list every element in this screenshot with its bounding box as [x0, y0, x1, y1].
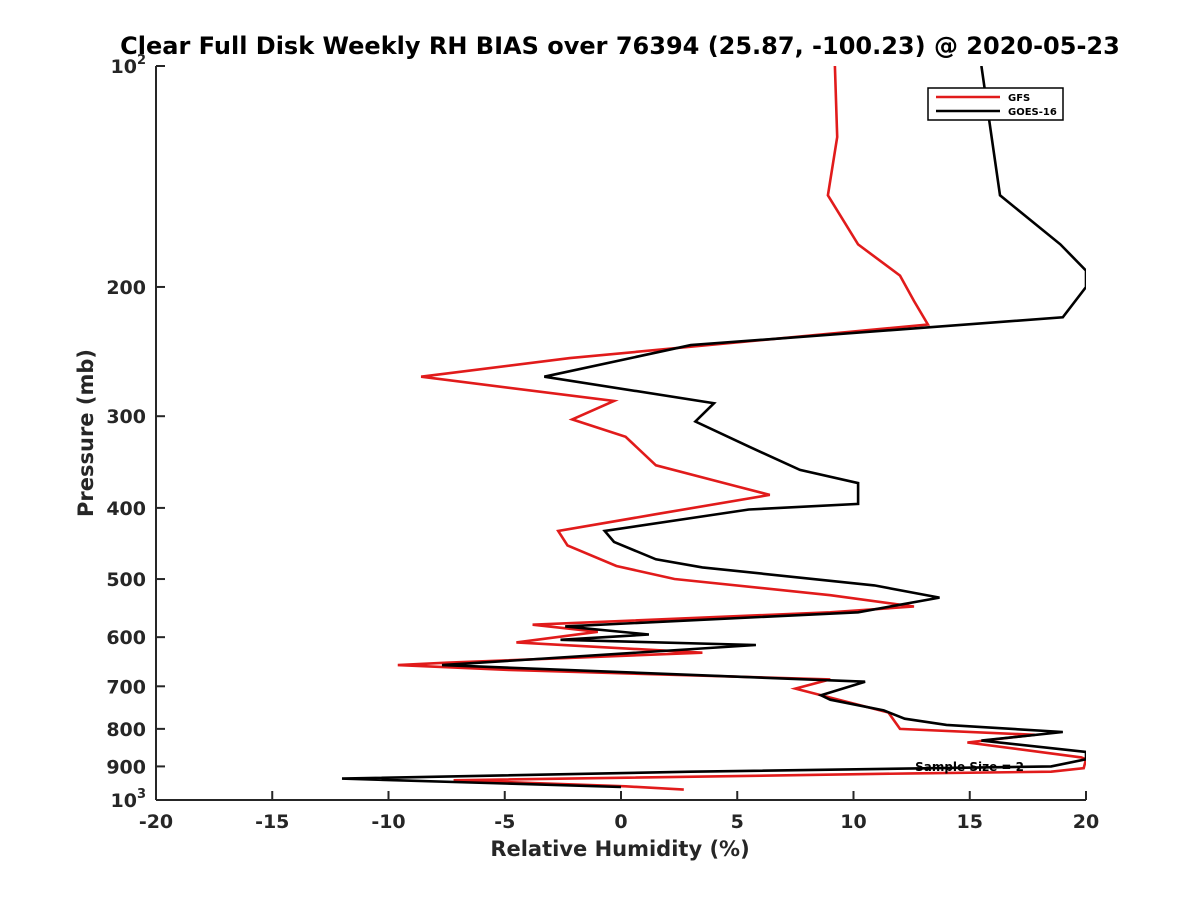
chart-title: Clear Full Disk Weekly RH BIAS over 7639…	[120, 32, 1120, 60]
y-tick-label: 900	[106, 756, 146, 778]
ticks: -20 -15 -10 -5 0 5 10 15 20 102 200 300 400 500 600 700…	[106, 53, 1099, 833]
y-tick-label: 102	[111, 53, 147, 78]
x-tick-label: 15	[957, 811, 983, 833]
series-layer	[341, 66, 1086, 791]
y-tick-label: 103	[111, 787, 147, 812]
series-line-goes-16	[341, 66, 1086, 789]
y-tick-label: 400	[106, 498, 146, 520]
y-tick-label: 300	[106, 406, 146, 428]
legend-label-goes-16: GOES-16	[1008, 107, 1057, 118]
legend: GFS GOES-16	[927, 87, 1064, 121]
y-axis-label: Pressure (mb)	[74, 349, 98, 517]
sample-size-annotation: Sample Size = 2	[915, 760, 1024, 774]
x-tick-label: -10	[371, 811, 405, 833]
y-tick-label: 700	[106, 676, 146, 698]
x-tick-label: 20	[1073, 811, 1099, 833]
x-tick-label: -5	[494, 811, 515, 833]
x-tick-label: -15	[255, 811, 289, 833]
y-tick-label: 200	[106, 277, 146, 299]
legend-label-gfs: GFS	[1008, 93, 1030, 104]
x-tick-label: 10	[840, 811, 866, 833]
y-tick-label: 500	[106, 569, 146, 591]
x-tick-label: 0	[614, 811, 627, 833]
legend-box	[927, 87, 1064, 121]
y-tick-label: 800	[106, 719, 146, 741]
y-tick-label: 600	[106, 627, 146, 649]
x-tick-label: -20	[139, 811, 173, 833]
x-axis-label: Relative Humidity (%)	[490, 837, 749, 861]
x-tick-label: 5	[731, 811, 744, 833]
